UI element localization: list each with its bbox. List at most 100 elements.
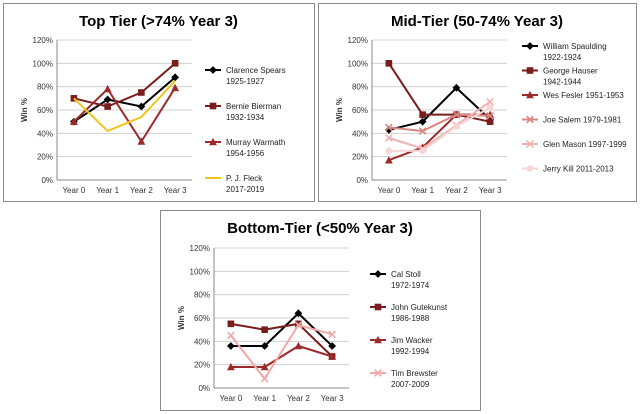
x-tick-label: Year 0	[62, 186, 85, 195]
data-point	[385, 60, 393, 67]
data-point	[385, 134, 393, 142]
legend-entry: Glen Mason 1997-1999	[522, 140, 627, 149]
chart-panel-2: Mid-Tier (50-74% Year 3) 0% 20% 40% 60% 80% 10…	[318, 3, 637, 202]
legend-entry: Wes Fesler 1951-1953	[522, 90, 624, 100]
series-2	[70, 60, 179, 110]
x-tick-label: Year 3	[479, 186, 502, 195]
data-point	[328, 342, 337, 350]
y-tick-label: 0%	[356, 176, 368, 185]
legend-label: Cal Stoll 1972-1974	[391, 270, 430, 290]
y-tick-label: 40%	[352, 129, 368, 138]
data-point	[486, 111, 494, 120]
legend: Cal Stoll 1972-1974 John Gutekunst 1986-198…	[370, 270, 448, 389]
chart-panel-3: Bottom-Tier (<50% Year 3) 0% 20% 40% 60% 80% 1…	[160, 210, 481, 411]
series-line	[73, 62, 176, 108]
y-axis-label: Win %	[20, 98, 29, 122]
legend-label: John Gutekunst 1986-1988	[391, 303, 448, 323]
data-point	[486, 118, 494, 125]
data-point	[418, 127, 427, 135]
data-point	[226, 342, 235, 350]
series-line	[230, 324, 333, 380]
data-point	[260, 362, 269, 371]
y-tick-label: 100%	[348, 59, 368, 68]
data-point	[419, 147, 426, 155]
series-line	[388, 106, 491, 152]
series-line	[388, 62, 491, 123]
legend-label: Tim Brewster 2007-2009	[391, 369, 438, 389]
legend-marker	[374, 270, 382, 278]
y-tick-label: 20%	[194, 361, 210, 370]
data-point	[103, 84, 112, 93]
legend-entry: Bernie Bierman 1932-1934	[205, 102, 281, 122]
y-tick-label: 80%	[352, 83, 368, 92]
legend-label: Wes Fesler 1951-1953	[543, 91, 624, 100]
legend-label: George Hauser 1942-1944	[543, 67, 598, 87]
data-point	[171, 60, 179, 67]
legend-entry: Jim Wacker 1992-1994	[370, 335, 433, 356]
data-point	[103, 95, 112, 104]
legend-entry: Tim Brewster 2007-2009	[370, 369, 438, 389]
legend-label: Murray Warmath 1954-1956	[226, 138, 285, 158]
legend-marker	[526, 115, 534, 124]
legend-marker	[526, 67, 534, 74]
legend-marker	[526, 90, 534, 99]
series-line	[230, 322, 333, 358]
legend-entry: George Hauser 1942-1944	[522, 67, 598, 87]
series-line	[73, 87, 176, 143]
legend-marker	[374, 303, 382, 311]
legend-entry: Jerry Kill 2011-2013	[522, 165, 614, 174]
data-point	[70, 95, 78, 102]
y-tick-label: 40%	[194, 337, 210, 346]
data-point	[261, 326, 268, 333]
chart-frame	[3, 3, 315, 202]
chart-title: Mid-Tier (50-74% Year 3)	[391, 13, 563, 30]
x-tick-label: Year 1	[96, 186, 119, 195]
legend-entry: John Gutekunst 1986-1988	[370, 303, 448, 323]
chart-title: Bottom-Tier (<50% Year 3)	[227, 220, 413, 237]
series-3	[69, 83, 180, 145]
x-tick-label: Year 1	[253, 394, 276, 403]
legend-entry: Murray Warmath 1954-1956	[205, 137, 285, 158]
data-point	[171, 73, 180, 82]
y-tick-label: 120%	[348, 36, 368, 45]
y-tick-label: 60%	[37, 106, 53, 115]
legend-label: Jim Wacker 1992-1994	[391, 336, 433, 356]
y-tick-label: 20%	[37, 153, 53, 162]
data-point	[419, 111, 426, 118]
data-point	[69, 117, 78, 125]
y-tick-label: 20%	[352, 153, 368, 162]
data-point	[260, 342, 269, 350]
legend-label: Joe Salem 1979-1981	[543, 116, 622, 125]
legend-entry: Cal Stoll 1972-1974	[370, 270, 430, 290]
y-tick-label: 120%	[190, 244, 210, 253]
legend-label: Clarence Spears 1925-1927	[226, 66, 286, 86]
series-line	[73, 80, 176, 132]
chart-title: Top Tier (>74% Year 3)	[79, 13, 238, 30]
series-line	[230, 345, 333, 368]
y-tick-label: 60%	[194, 314, 210, 323]
data-point	[418, 117, 427, 126]
data-point	[452, 110, 461, 119]
data-point	[137, 102, 146, 111]
series-4	[385, 110, 494, 135]
legend-label: P. J. Fleck 2017-2019	[226, 174, 265, 194]
legend-entry: Clarence Spears 1925-1927	[205, 66, 286, 86]
data-point	[486, 97, 494, 106]
y-tick-label: 40%	[37, 129, 53, 138]
data-point	[171, 83, 180, 92]
legend-label: William Spaulding 1922-1924	[543, 42, 607, 62]
series-line	[73, 76, 176, 123]
data-point	[453, 123, 460, 130]
x-tick-label: Year 2	[287, 394, 310, 403]
x-tick-label: Year 2	[130, 186, 153, 195]
x-tick-label: Year 2	[445, 186, 468, 195]
data-point	[294, 321, 303, 329]
data-point	[226, 362, 235, 371]
y-tick-label: 80%	[37, 83, 53, 92]
series-line	[388, 86, 491, 131]
data-point	[328, 330, 336, 339]
series-4	[73, 80, 176, 132]
x-tick-label: Year 0	[219, 394, 242, 403]
data-point	[294, 309, 303, 318]
